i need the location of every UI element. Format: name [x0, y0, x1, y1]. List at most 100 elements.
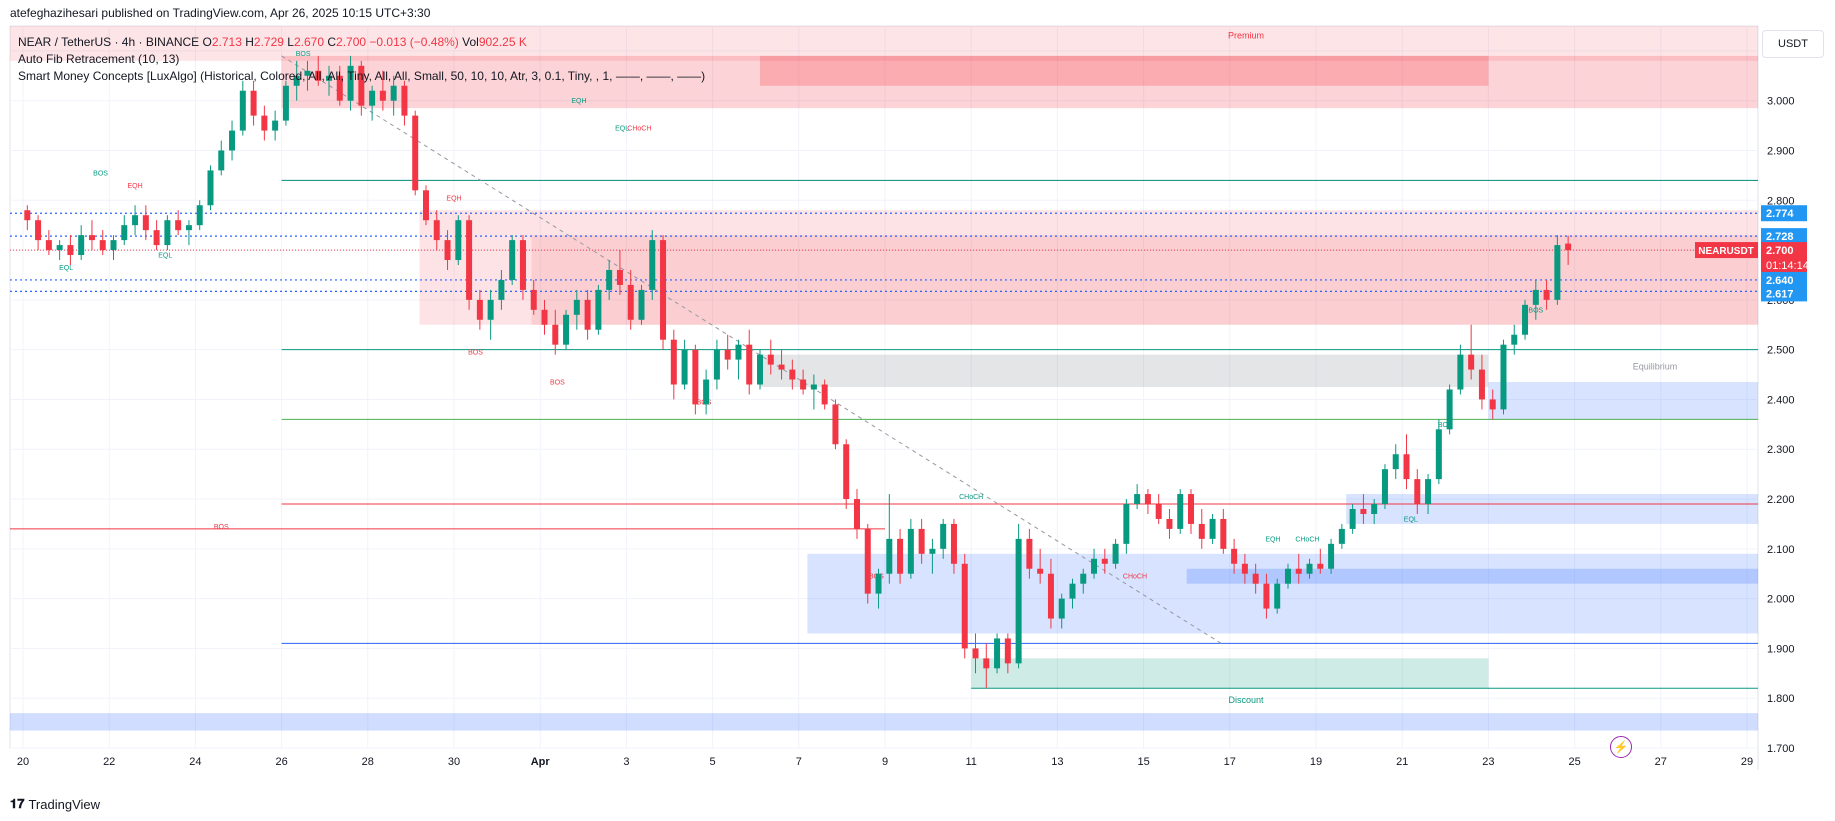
- price-badge: 2.728: [1761, 228, 1807, 245]
- candle-body: [843, 444, 850, 500]
- x-tick-label: 28: [362, 756, 374, 768]
- candle-body: [196, 205, 203, 226]
- structure-label: EQL: [615, 126, 629, 133]
- structure-label: BOS: [1438, 422, 1453, 429]
- legend-ohlc: NEAR / TetherUS · 4h · BINANCE O2.713 H2…: [18, 35, 527, 49]
- candle-body: [1478, 369, 1485, 400]
- candle-body: [78, 235, 85, 256]
- candle-body: [1532, 289, 1539, 305]
- zone-label: Premium: [1228, 30, 1264, 40]
- structure-label: BOS: [550, 380, 565, 387]
- structure-label: BOS: [93, 170, 108, 177]
- candle-body: [476, 299, 483, 320]
- candle-body: [1252, 573, 1259, 584]
- discount-block: [971, 658, 1489, 689]
- candle-body: [1004, 638, 1011, 664]
- structure-label: CHoCH: [1123, 574, 1147, 581]
- candle-body: [886, 538, 893, 574]
- candle-body: [1209, 518, 1216, 539]
- candle-body: [1392, 454, 1399, 470]
- candle-body: [1166, 518, 1173, 529]
- candle-body: [185, 225, 192, 231]
- candle-body: [767, 354, 774, 365]
- last-price-text: 2.700: [1766, 245, 1794, 257]
- candle-body: [789, 369, 796, 380]
- candle-body: [455, 220, 462, 261]
- candle-body: [99, 240, 106, 251]
- structure-label: EQL: [1404, 516, 1418, 523]
- candle-body: [239, 90, 246, 131]
- demand-block-upper: [1488, 382, 1758, 420]
- candle-body: [1091, 558, 1098, 574]
- countdown-text: 01:14:14: [1766, 260, 1809, 272]
- x-tick-label: 13: [1051, 756, 1063, 768]
- level-badge: [1761, 271, 1807, 288]
- structure-label: CHoCH: [627, 126, 651, 133]
- candle-body: [1263, 583, 1270, 609]
- candle-body: [1360, 508, 1367, 514]
- y-tick-label: 2.800: [1767, 195, 1795, 207]
- candle-body: [573, 299, 580, 315]
- symbol-badge: [1695, 242, 1758, 259]
- candle-body: [164, 220, 171, 246]
- y-tick-label: 1.700: [1767, 743, 1795, 755]
- legend-change: −0.013 (−0.48%): [369, 35, 459, 49]
- legend-open: 2.713: [211, 35, 242, 49]
- legend-low: 2.670: [293, 35, 324, 49]
- candle-body: [1241, 563, 1248, 574]
- y-tick-label: 1.900: [1767, 643, 1795, 655]
- last-price-badge: [1761, 242, 1807, 275]
- candle-body: [1522, 304, 1529, 335]
- structure-label: EQL: [59, 265, 73, 272]
- candle-body: [153, 230, 160, 246]
- candle-body: [1220, 518, 1227, 549]
- level-badge-text: 2.774: [1766, 208, 1794, 220]
- x-tick-label: 24: [189, 756, 201, 768]
- candle-body: [1177, 494, 1184, 529]
- price-badges: 2.774 2.728 NEARUSDT 2.700 01:14:14 2.6402.61…: [1695, 205, 1809, 302]
- x-tick-label: 9: [882, 756, 888, 768]
- candle-body: [433, 220, 440, 241]
- x-tick-label: 26: [275, 756, 287, 768]
- price-badge: 2.617: [1761, 285, 1807, 302]
- candle-body: [326, 75, 333, 81]
- candle-body: [563, 314, 570, 345]
- candle-body: [713, 349, 720, 380]
- candle-body: [1080, 573, 1087, 584]
- candle-body: [487, 299, 494, 320]
- price-badge: NEARUSDT 2.700 01:14:14: [1695, 242, 1809, 275]
- candle-body: [1306, 563, 1313, 574]
- candle-body: [1026, 538, 1033, 569]
- zones: [10, 26, 1759, 731]
- candle-body: [347, 65, 354, 101]
- y-tick-label: 2.300: [1767, 444, 1795, 456]
- candle-body: [1446, 389, 1453, 430]
- x-tick-label: 20: [17, 756, 29, 768]
- candle-body: [1198, 523, 1205, 539]
- candle-body: [897, 538, 904, 574]
- structure-label: EQH: [446, 195, 461, 202]
- price-chart[interactable]: PremiumEquilibriumDiscountBOSEQHCHoCHEQL…: [0, 0, 1835, 790]
- demand-block-inner: [1186, 568, 1758, 584]
- lightning-icon[interactable]: ⚡: [1610, 736, 1632, 758]
- candle-body: [207, 170, 214, 206]
- structure-label: BOS: [468, 350, 483, 357]
- currency-selector[interactable]: USDT: [1762, 30, 1824, 58]
- y-tick-label: 1.800: [1767, 693, 1795, 705]
- candle-body: [304, 70, 311, 76]
- candle-body: [1231, 548, 1238, 564]
- premium-band: [10, 26, 1758, 61]
- candle-body: [358, 65, 365, 106]
- candle-body: [660, 240, 667, 340]
- legend-close: 2.700: [336, 35, 367, 49]
- legend-indicator-smc[interactable]: Smart Money Concepts [LuxAlgo] (Historic…: [18, 69, 706, 83]
- candle-body: [121, 225, 128, 241]
- candle-body: [735, 344, 742, 360]
- candle-body: [670, 339, 677, 385]
- y-tick-label: 2.200: [1767, 494, 1795, 506]
- structure-label: EQH: [571, 98, 586, 105]
- candle-body: [778, 364, 785, 370]
- candle-body: [907, 528, 914, 574]
- candle-body: [1144, 494, 1151, 505]
- legend-indicator-fib[interactable]: Auto Fib Retracement (10, 13): [18, 52, 180, 66]
